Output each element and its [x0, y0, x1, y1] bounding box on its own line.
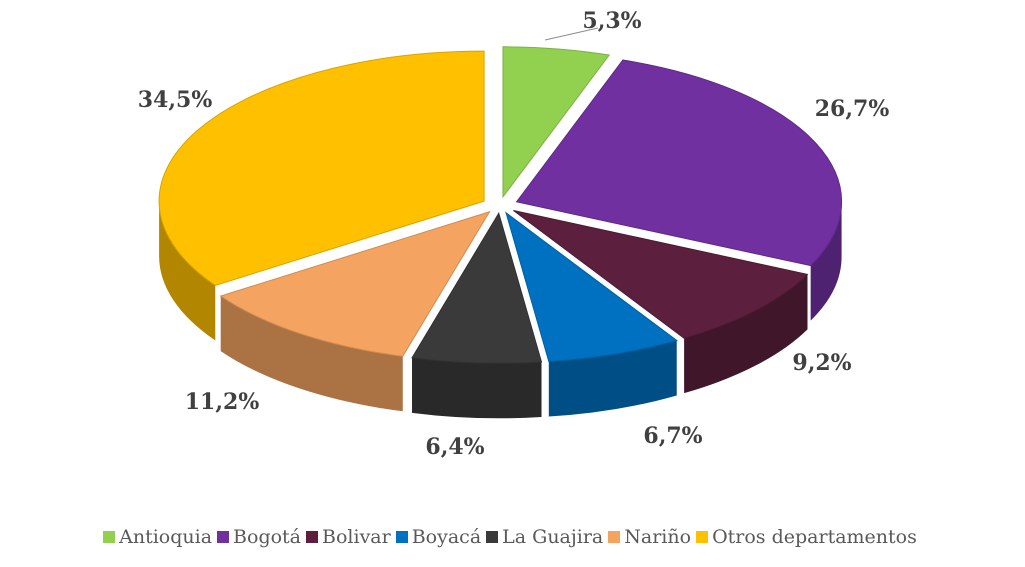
legend-item-narino: Nariño [608, 526, 691, 548]
pie-side-la-guajira [412, 357, 542, 419]
pie-slice-antioquia [502, 46, 611, 199]
legend-swatch-antioquia [103, 531, 116, 543]
legend-item-bogota: Bogotá [217, 526, 301, 548]
legend-item-la-guajira: La Guajira [486, 526, 603, 548]
pie-slice-otros-departamentos [158, 50, 485, 286]
legend-label-boyaca: Boyacá [411, 526, 482, 548]
data-label-otros-departamentos: 34,5% [138, 87, 213, 113]
legend-item-boyaca: Boyacá [395, 526, 482, 548]
pie-side-narino [220, 296, 403, 412]
legend-swatch-boyaca [395, 531, 408, 543]
pie-side-otros-departamentos [159, 201, 216, 341]
data-label-la-guajira: 6,4% [425, 434, 484, 460]
legend-label-bolivar: Bolivar [322, 526, 391, 548]
data-label-bolivar: 9,2% [792, 350, 851, 376]
legend-swatch-otros-departamentos [696, 531, 709, 543]
legend-item-otros-departamentos: Otros departamentos [696, 526, 917, 548]
legend-item-bolivar: Bolivar [306, 526, 391, 548]
legend-label-otros-departamentos: Otros departamentos [712, 526, 917, 548]
pie-slice-boyaca [505, 211, 678, 363]
pie-side-bolivar [684, 274, 808, 394]
legend-swatch-la-guajira [486, 531, 499, 543]
pie-slice-bolivar [513, 210, 809, 339]
pie-slice-la-guajira [411, 212, 543, 364]
legend-label-narino: Nariño [624, 526, 692, 548]
pie-side-boyaca [548, 340, 677, 417]
legend-label-la-guajira: La Guajira [502, 526, 604, 548]
legend-item-antioquia: Antioquia [103, 526, 212, 548]
data-label-bogota: 26,7% [815, 96, 890, 122]
data-label-boyaca: 6,7% [643, 423, 702, 449]
leader-line-antioquia [544, 27, 599, 41]
data-label-narino: 11,2% [185, 389, 260, 415]
legend-label-antioquia: Antioquia [119, 526, 213, 548]
pie-side-walls [159, 201, 842, 419]
legend-swatch-narino [608, 531, 621, 543]
legend: Antioquia Bogotá Bolivar Boyacá La Guajira Na… [0, 526, 1025, 548]
legend-swatch-bolivar [306, 531, 319, 543]
pie-side-bogota [810, 201, 842, 321]
pie-slice-bogota [515, 59, 843, 267]
pie-slice-narino [219, 210, 491, 357]
legend-swatch-bogota [217, 531, 230, 543]
legend-label-bogota: Bogotá [233, 526, 302, 548]
data-label-antioquia: 5,3% [582, 8, 641, 34]
